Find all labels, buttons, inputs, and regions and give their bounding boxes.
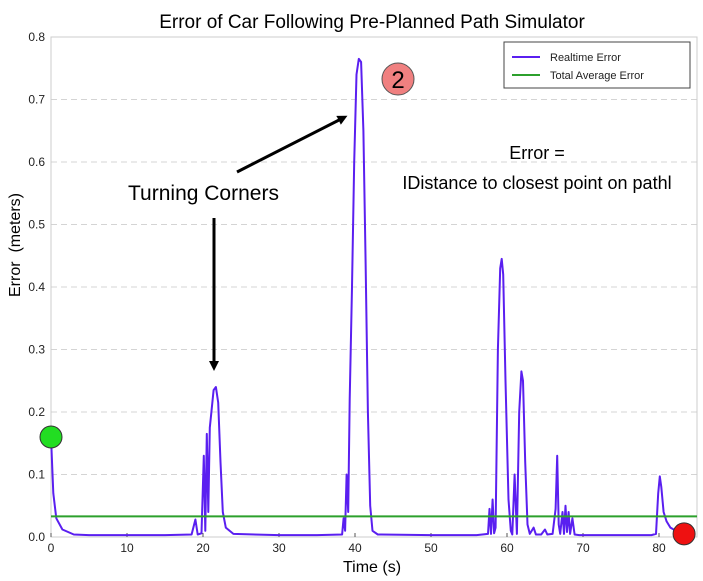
y-tick-label: 0.7 <box>28 93 45 107</box>
badge-2-label: 2 <box>391 67 404 94</box>
y-tick-label: 0.0 <box>28 530 45 544</box>
endpoint-marker-0 <box>39 425 63 449</box>
badge-2: 2 <box>381 62 415 96</box>
y-tick-label: 0.4 <box>28 280 45 294</box>
x-tick-label: 0 <box>48 541 55 555</box>
x-axis: 0 10 20 30 40 50 60 70 80 <box>48 533 666 555</box>
arrow-to-second-peak <box>236 115 348 174</box>
error-definition-line2: IDistance to closest point on pathl <box>402 173 671 193</box>
series-line-0 <box>50 57 685 537</box>
x-tick-label: 70 <box>576 541 590 555</box>
x-tick-label: 30 <box>272 541 286 555</box>
legend-label-average: Total Average Error <box>550 70 644 82</box>
endpoint-marker-1 <box>672 522 696 546</box>
y-tick-label: 0.6 <box>28 155 45 169</box>
y-tick-label: 0.2 <box>28 405 45 419</box>
y-tick-label: 0.3 <box>28 343 45 357</box>
error-definition-line1: Error = <box>509 143 565 163</box>
y-axis: 0.0 0.1 0.2 0.3 0.4 0.5 0.6 0.7 0.8 <box>28 30 45 544</box>
x-tick-label: 20 <box>196 541 210 555</box>
chart-title: Error of Car Following Pre-Planned Path … <box>159 12 585 33</box>
plot-frame <box>50 36 698 538</box>
legend-label-realtime: Realtime Error <box>550 52 621 64</box>
grid <box>51 99 697 475</box>
y-tick-label: 0.1 <box>28 468 45 482</box>
y-axis-label: Error (meters) <box>7 193 24 297</box>
turning-corners-annotation: Turning Corners <box>128 182 279 205</box>
x-tick-label: 60 <box>500 541 514 555</box>
x-tick-label: 80 <box>652 541 666 555</box>
x-tick-label: 50 <box>424 541 438 555</box>
y-tick-label: 0.5 <box>28 218 45 232</box>
x-tick-label: 40 <box>348 541 362 555</box>
series-layer <box>50 57 697 537</box>
x-tick-label: 10 <box>120 541 134 555</box>
x-axis-label: Time (s) <box>343 559 401 576</box>
legend: Realtime Error Total Average Error <box>503 41 691 89</box>
y-tick-label: 0.8 <box>28 30 45 44</box>
marker-layer <box>39 425 696 546</box>
